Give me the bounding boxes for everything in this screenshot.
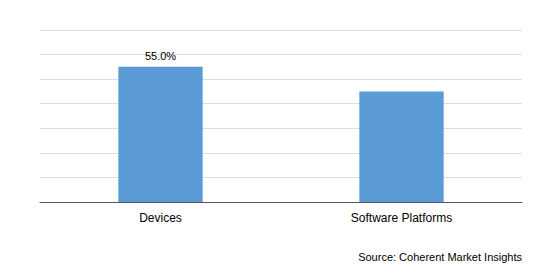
svg-text:Devices: Devices <box>139 211 182 225</box>
svg-text:Software Platforms: Software Platforms <box>351 211 452 225</box>
svg-text:Source: Coherent Market Insigh: Source: Coherent Market Insights <box>358 251 522 263</box>
svg-text:55.0%: 55.0% <box>145 50 176 62</box>
